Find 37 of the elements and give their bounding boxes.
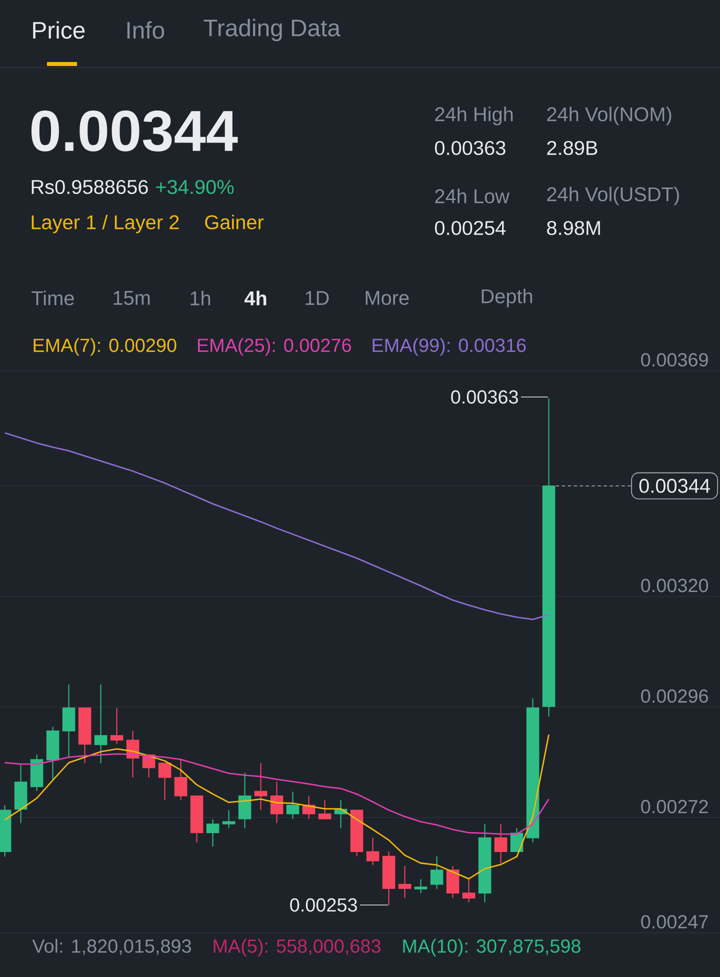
text: 0.00344	[31, 110, 238, 152]
annotation: 0.00363	[451, 390, 518, 404]
text: Time	[32, 290, 74, 306]
text: EMA(99): 0.00316	[372, 338, 526, 356]
text: 24h Vol(NOM)	[547, 106, 672, 126]
text: 1h	[190, 290, 210, 306]
y-tick-label: 0.00296	[641, 689, 708, 703]
text: More	[366, 291, 409, 305]
text: 8.98M	[547, 220, 600, 236]
text: +34.90%	[156, 180, 234, 194]
y-tick-label: 0.00247	[641, 915, 708, 928]
text: MA(10): 307,875,598	[403, 938, 580, 957]
annotation: 0.00253	[290, 898, 357, 912]
ref-line-label: 0.00344	[639, 478, 710, 493]
text: Info	[127, 21, 164, 39]
text: Layer 1 / Layer 2	[32, 214, 179, 234]
text: Trading Data	[204, 18, 340, 42]
text: Rs0.9588656	[32, 180, 148, 194]
text: 24h Vol(USDT)	[547, 186, 679, 206]
text: Depth	[482, 288, 532, 308]
text: 1D	[306, 291, 329, 305]
y-tick-label: 0.00320	[641, 578, 708, 592]
text: Price	[33, 21, 85, 39]
text: 0.00254	[434, 220, 506, 236]
text: MA(5): 558,000,683	[214, 938, 380, 957]
text: 24h Low	[435, 188, 510, 204]
y-tick-label: 0.00369	[641, 353, 708, 366]
text: EMA(7): 0.00290	[34, 338, 176, 356]
text: 24h High	[435, 106, 513, 126]
text: Vol: 1,820,015,893	[32, 938, 191, 956]
text: 0.00363	[434, 140, 506, 156]
text: Gainer	[205, 214, 264, 230]
text: EMA(25): 0.00276	[198, 338, 351, 356]
y-tick-label: 0.00272	[641, 800, 708, 814]
text: 4h	[244, 290, 266, 306]
text: 2.89B	[547, 140, 598, 156]
text: 15m	[114, 291, 150, 305]
